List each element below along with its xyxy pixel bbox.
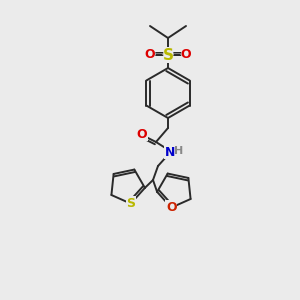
Text: =: = — [154, 49, 164, 62]
Text: O: O — [181, 49, 191, 62]
Text: O: O — [137, 128, 147, 140]
Text: N: N — [165, 146, 175, 158]
Text: =: = — [172, 49, 182, 62]
Text: O: O — [166, 201, 177, 214]
Text: H: H — [174, 146, 184, 156]
Text: O: O — [145, 49, 155, 62]
Text: S: S — [126, 197, 135, 210]
Text: S: S — [163, 47, 173, 62]
